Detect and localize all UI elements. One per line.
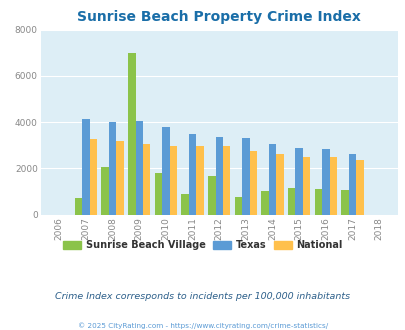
Bar	[82, 118, 90, 214]
Bar	[314, 189, 321, 214]
Bar	[207, 177, 215, 214]
Bar	[341, 190, 348, 214]
Bar	[169, 147, 177, 214]
Bar	[90, 139, 97, 214]
Bar	[261, 191, 268, 214]
Bar	[128, 53, 135, 214]
Bar	[101, 167, 109, 214]
Bar	[116, 141, 124, 214]
Bar	[249, 151, 256, 214]
Bar	[234, 197, 241, 215]
Bar	[188, 134, 196, 214]
Bar	[241, 138, 249, 214]
Bar	[321, 148, 329, 214]
Bar	[215, 137, 222, 214]
Bar	[135, 121, 143, 214]
Title: Sunrise Beach Property Crime Index: Sunrise Beach Property Crime Index	[77, 10, 360, 24]
Bar	[348, 154, 356, 214]
Bar	[162, 127, 169, 214]
Bar	[295, 148, 302, 214]
Bar	[109, 122, 116, 214]
Bar	[196, 147, 203, 214]
Bar	[356, 160, 363, 214]
Bar	[276, 154, 283, 214]
Legend: Sunrise Beach Village, Texas, National: Sunrise Beach Village, Texas, National	[59, 236, 346, 254]
Bar	[143, 144, 150, 214]
Bar	[75, 198, 82, 214]
Text: © 2025 CityRating.com - https://www.cityrating.com/crime-statistics/: © 2025 CityRating.com - https://www.city…	[78, 323, 327, 329]
Bar	[287, 188, 295, 215]
Bar	[222, 147, 230, 214]
Bar	[329, 157, 336, 214]
Bar	[268, 144, 276, 214]
Bar	[154, 173, 162, 214]
Bar	[181, 194, 188, 214]
Bar	[302, 157, 310, 214]
Text: Crime Index corresponds to incidents per 100,000 inhabitants: Crime Index corresponds to incidents per…	[55, 292, 350, 301]
